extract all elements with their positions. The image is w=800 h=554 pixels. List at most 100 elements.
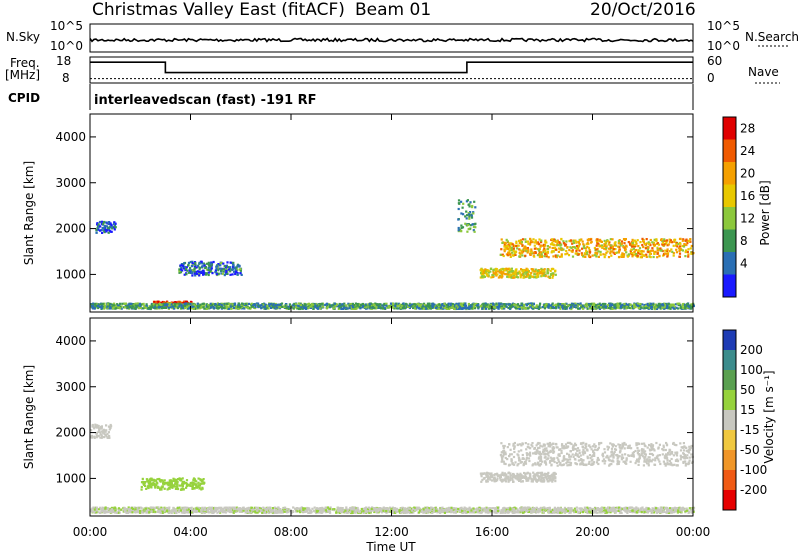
velocity-cell [618, 446, 621, 449]
power-cell [527, 248, 530, 251]
power-cell [521, 244, 524, 247]
velocity-cell [146, 480, 149, 483]
power-cell [460, 302, 463, 305]
power-cell [662, 302, 666, 305]
power-cell [101, 302, 104, 305]
velocity-cell [525, 476, 528, 479]
velocity-cell [547, 451, 550, 454]
power-cell [223, 307, 227, 310]
power-cell [578, 307, 581, 310]
velocity-cell [150, 486, 153, 489]
power-cell [589, 238, 592, 241]
power-cell [639, 302, 642, 306]
power-cell [526, 250, 530, 253]
power-cell [193, 270, 196, 273]
power-cell [202, 306, 205, 309]
power-cell [673, 307, 676, 310]
power-cell [198, 305, 201, 308]
power-cell [516, 272, 519, 275]
velocity-cell [176, 481, 179, 484]
power-cell [307, 302, 310, 305]
power-cell [263, 307, 266, 310]
power-cell [620, 254, 623, 257]
power-cell [231, 267, 234, 270]
power-cell [113, 228, 116, 231]
velocity-cell [654, 457, 657, 460]
power-cell [537, 307, 540, 310]
power-cell [239, 272, 242, 275]
velocity-cell [165, 482, 168, 485]
power-cell [575, 248, 578, 251]
velocity-cell [664, 448, 667, 452]
velocity-cell [176, 486, 179, 489]
power-cell [154, 304, 157, 307]
power-cell [596, 242, 599, 245]
velocity-cell [145, 487, 148, 490]
power-cell [582, 305, 585, 308]
velocity-cell [98, 506, 102, 509]
velocity-cell [537, 479, 540, 482]
velocity-cell [574, 444, 578, 447]
velocity-cell [628, 444, 631, 447]
power-cell [610, 306, 613, 309]
power-cell [529, 275, 532, 278]
power-cell [225, 268, 228, 271]
velocity-cell [518, 443, 522, 446]
velocity-cell [617, 456, 620, 459]
power-cell [663, 252, 666, 255]
velocity-cell [514, 461, 517, 464]
power-cell [660, 249, 663, 252]
power-cell [659, 247, 662, 250]
power-cell [527, 307, 530, 310]
power-cell [154, 306, 157, 309]
velocity-cell [198, 487, 201, 490]
velocity-cell [552, 446, 555, 449]
velocity-cell [486, 480, 489, 483]
power-cell [677, 247, 681, 250]
power-cell [411, 303, 414, 306]
power-cell [97, 306, 100, 310]
power-cell [472, 212, 475, 215]
power-cell [431, 305, 435, 309]
power-cell [170, 303, 173, 306]
power-cell [514, 250, 518, 253]
velocity-cell [574, 453, 577, 457]
velocity-cell [558, 463, 561, 466]
power-cell [562, 248, 565, 251]
velocity-cell [192, 479, 195, 482]
power-cell [171, 305, 174, 308]
power-cell [527, 275, 530, 278]
power-cell [207, 303, 210, 307]
power-cell [268, 303, 271, 306]
power-cell [656, 307, 659, 310]
power-cell [506, 270, 509, 273]
velocity-cell [536, 449, 539, 453]
power-cell [160, 301, 163, 305]
power-cell [157, 306, 160, 309]
power-cell [575, 240, 578, 243]
power-cell [670, 248, 673, 251]
power-cell [189, 269, 193, 272]
power-cell [425, 305, 428, 308]
power-cell [96, 222, 99, 225]
power-cell [487, 271, 491, 274]
velocity-cell [485, 475, 488, 478]
power-cell [224, 266, 227, 269]
power-cell [266, 305, 269, 308]
velocity-cell [634, 462, 637, 465]
power-cell [652, 255, 655, 259]
power-cell [604, 241, 607, 244]
power-cell [536, 242, 539, 245]
velocity-cell [181, 482, 184, 485]
power-cell [687, 248, 690, 251]
power-cell [198, 262, 201, 265]
power-cell [472, 211, 475, 214]
velocity-cell [189, 481, 192, 485]
power-cell [523, 274, 526, 277]
velocity-cell [156, 482, 159, 485]
velocity-cell [496, 473, 499, 477]
power-cell [528, 302, 531, 305]
velocity-cell [621, 442, 624, 445]
power-cell [231, 303, 234, 306]
velocity-cell [528, 453, 531, 456]
